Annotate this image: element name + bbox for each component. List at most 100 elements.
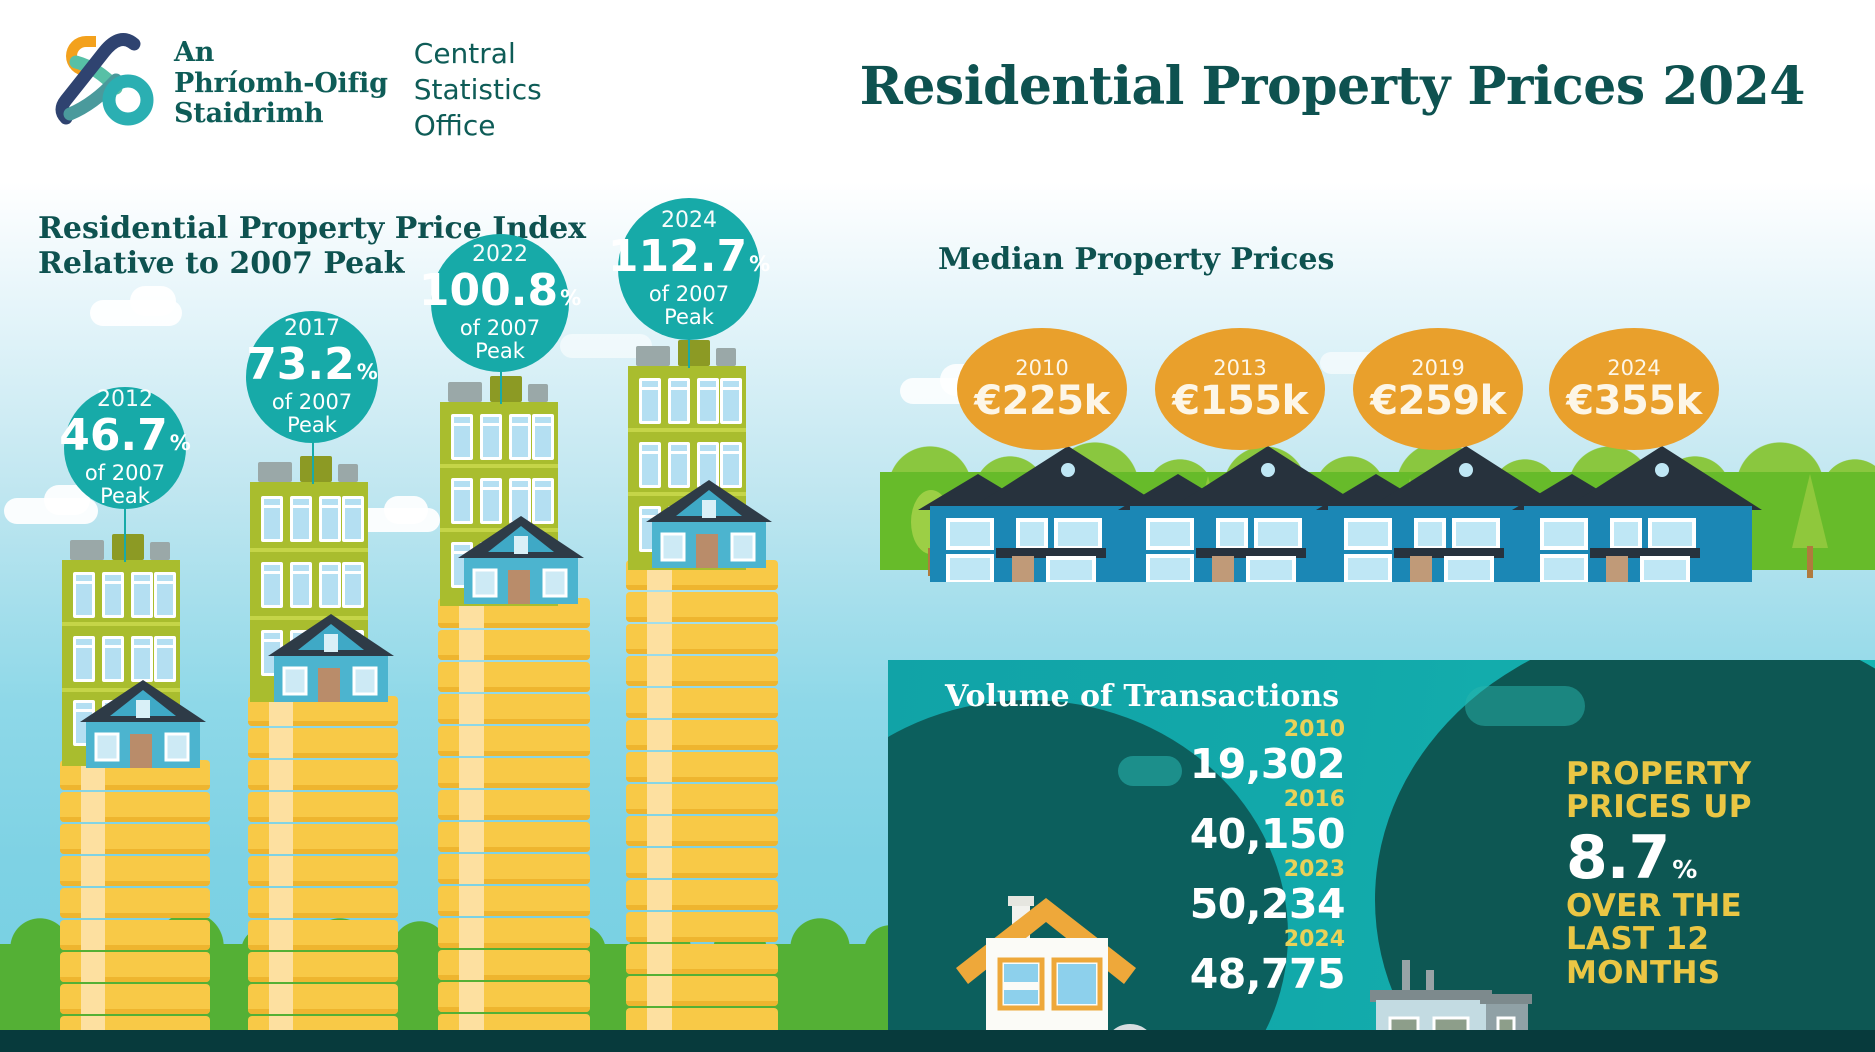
callout-line-4: LAST 12 — [1566, 921, 1710, 958]
index-bubble-number: 100.8 — [418, 265, 559, 317]
index-bubble-2022: 2022 100.8% of 2007 Peak — [419, 234, 581, 372]
median-price-amount: €259k — [1370, 377, 1506, 424]
callout-line-2: PRICES UP — [1566, 789, 1752, 826]
median-price-amount: €355k — [1566, 377, 1702, 424]
rooftop-unit — [258, 462, 292, 482]
logo-english-text: Central Statistics Office — [413, 37, 542, 142]
page-header: An Phríomh-Oifig Staidrimh Central Stati… — [0, 0, 1875, 182]
cloud-icon — [384, 496, 428, 524]
house-illustration-2024 — [646, 480, 772, 568]
rooftop-unit — [448, 382, 482, 402]
index-bubble-year: 2012 — [97, 387, 153, 413]
index-bubble-sublabel: of 2007 Peak — [459, 316, 541, 363]
volume-row: 2023 50,234 — [1085, 857, 1346, 928]
volume-count: 48,775 — [1189, 949, 1346, 998]
volume-year: 2023 — [1283, 857, 1345, 883]
median-price-bubble-2013: 2013 €155k — [1155, 328, 1325, 450]
volume-row: 2024 48,775 — [1085, 927, 1346, 998]
index-bubble-value: 112.7% — [608, 235, 770, 279]
cso-logo-mark — [55, 33, 154, 126]
coin-stack-2024 — [626, 560, 778, 1050]
median-price-bubble-2019: 2019 €259k — [1353, 328, 1523, 450]
rooftop-unit — [636, 346, 670, 366]
callout-value: 8.7 — [1566, 823, 1670, 894]
median-price-amount: €155k — [1172, 377, 1308, 424]
volume-row: 2016 40,150 — [1085, 787, 1346, 858]
bubble-connector — [124, 482, 126, 562]
logo-irish-text: An Phríomh-Oifig Staidrimh — [174, 37, 388, 129]
price-increase-callout: PROPERTY PRICES UP 8.7 % OVER THE LAST 1… — [1566, 756, 1866, 991]
house-illustration-2010 — [918, 446, 1168, 582]
percent-sign: % — [169, 431, 191, 456]
median-price-bubble-2024: 2024 €355k — [1549, 328, 1719, 450]
house-illustration-2019 — [1316, 446, 1566, 582]
apartment-block-2017 — [250, 482, 368, 702]
median-price-amount: €225k — [974, 377, 1110, 424]
index-bubble-number: 73.2 — [246, 339, 355, 391]
index-bubble-sublabel: of 2007 Peak — [648, 282, 730, 329]
volume-year: 2010 — [1283, 717, 1345, 742]
index-bubble-number: 112.7 — [607, 231, 748, 283]
index-bubble-year: 2022 — [472, 242, 528, 268]
cloud-icon — [130, 286, 176, 316]
rooftop-unit — [300, 456, 332, 482]
footer-bar — [0, 1030, 1875, 1052]
volume-transactions-list: 2010 19,302 2016 40,150 2023 50,234 2024… — [1085, 717, 1346, 998]
house-illustration-2022 — [458, 516, 584, 604]
percent-sign: % — [560, 286, 582, 311]
volume-count: 40,150 — [1189, 809, 1346, 858]
callout-percentage: 8.7 % — [1566, 828, 1866, 888]
infographic-scene — [0, 182, 1875, 1052]
house-illustration-2017 — [268, 614, 394, 702]
index-bubble-2024: 2024 112.7% of 2007 Peak — [608, 198, 770, 340]
rooftop-unit — [528, 384, 548, 402]
volume-count: 19,302 — [1189, 739, 1346, 788]
median-price-year: 2024 — [1607, 355, 1661, 380]
index-bubble-value: 100.8% — [419, 269, 581, 313]
volume-year: 2024 — [1283, 927, 1345, 953]
volume-count: 50,234 — [1189, 879, 1346, 928]
volume-section-heading: Volume of Transactions — [945, 679, 1340, 714]
volume-year: 2016 — [1283, 787, 1345, 813]
rooftop-unit — [150, 542, 170, 560]
median-price-year: 2010 — [1015, 355, 1069, 380]
house-illustration-2024-right — [1512, 446, 1762, 582]
bubble-connector — [312, 406, 314, 484]
index-bubble-sublabel: of 2007 Peak — [84, 461, 166, 508]
index-bubble-2017: 2017 73.2% of 2007 Peak — [246, 311, 378, 443]
house-illustration-2012 — [80, 680, 206, 768]
page-title: Residential Property Prices 2024 — [859, 56, 1806, 117]
rooftop-unit — [490, 376, 522, 402]
coin-stack-2017 — [248, 696, 398, 1050]
rooftop-unit — [112, 534, 144, 560]
callout-line-1: PROPERTY — [1566, 756, 1752, 792]
volume-row: 2010 19,302 — [1085, 717, 1346, 788]
percent-sign: % — [1672, 855, 1698, 885]
index-section-heading: Residential Property Price Index Relativ… — [38, 211, 587, 281]
callout-line-5: MONTHS — [1566, 954, 1721, 991]
index-bubble-value: 46.7% — [59, 414, 191, 458]
index-bubble-year: 2024 — [661, 208, 717, 234]
index-bubble-2012: 2012 46.7% of 2007 Peak — [59, 387, 191, 509]
house-illustration-2013 — [1118, 446, 1368, 582]
cso-logo: An Phríomh-Oifig Staidrimh Central Stati… — [48, 22, 542, 143]
rooftop-unit — [70, 540, 104, 560]
median-price-bubble-2010: 2010 €225k — [957, 328, 1127, 450]
rooftop-unit — [678, 340, 710, 366]
rooftop-unit — [338, 464, 358, 482]
hand-holding-house-illustration — [924, 896, 1156, 1052]
median-price-year: 2013 — [1213, 355, 1267, 380]
index-bubble-year: 2017 — [284, 316, 340, 342]
median-price-year: 2019 — [1411, 355, 1465, 380]
callout-line-3: OVER THE — [1566, 888, 1743, 925]
index-bubble-value: 73.2% — [246, 343, 378, 387]
coin-stack-2012 — [60, 760, 210, 1050]
volume-panel — [888, 660, 1875, 1052]
index-bubble-number: 46.7 — [59, 410, 168, 462]
panel-blob-right — [1375, 660, 1875, 1052]
rooftop-unit — [716, 348, 736, 366]
median-section-heading: Median Property Prices — [938, 242, 1335, 277]
cloud-icon — [1465, 686, 1585, 726]
coin-stack-2022 — [438, 598, 590, 1050]
cloud-icon — [1118, 756, 1182, 786]
